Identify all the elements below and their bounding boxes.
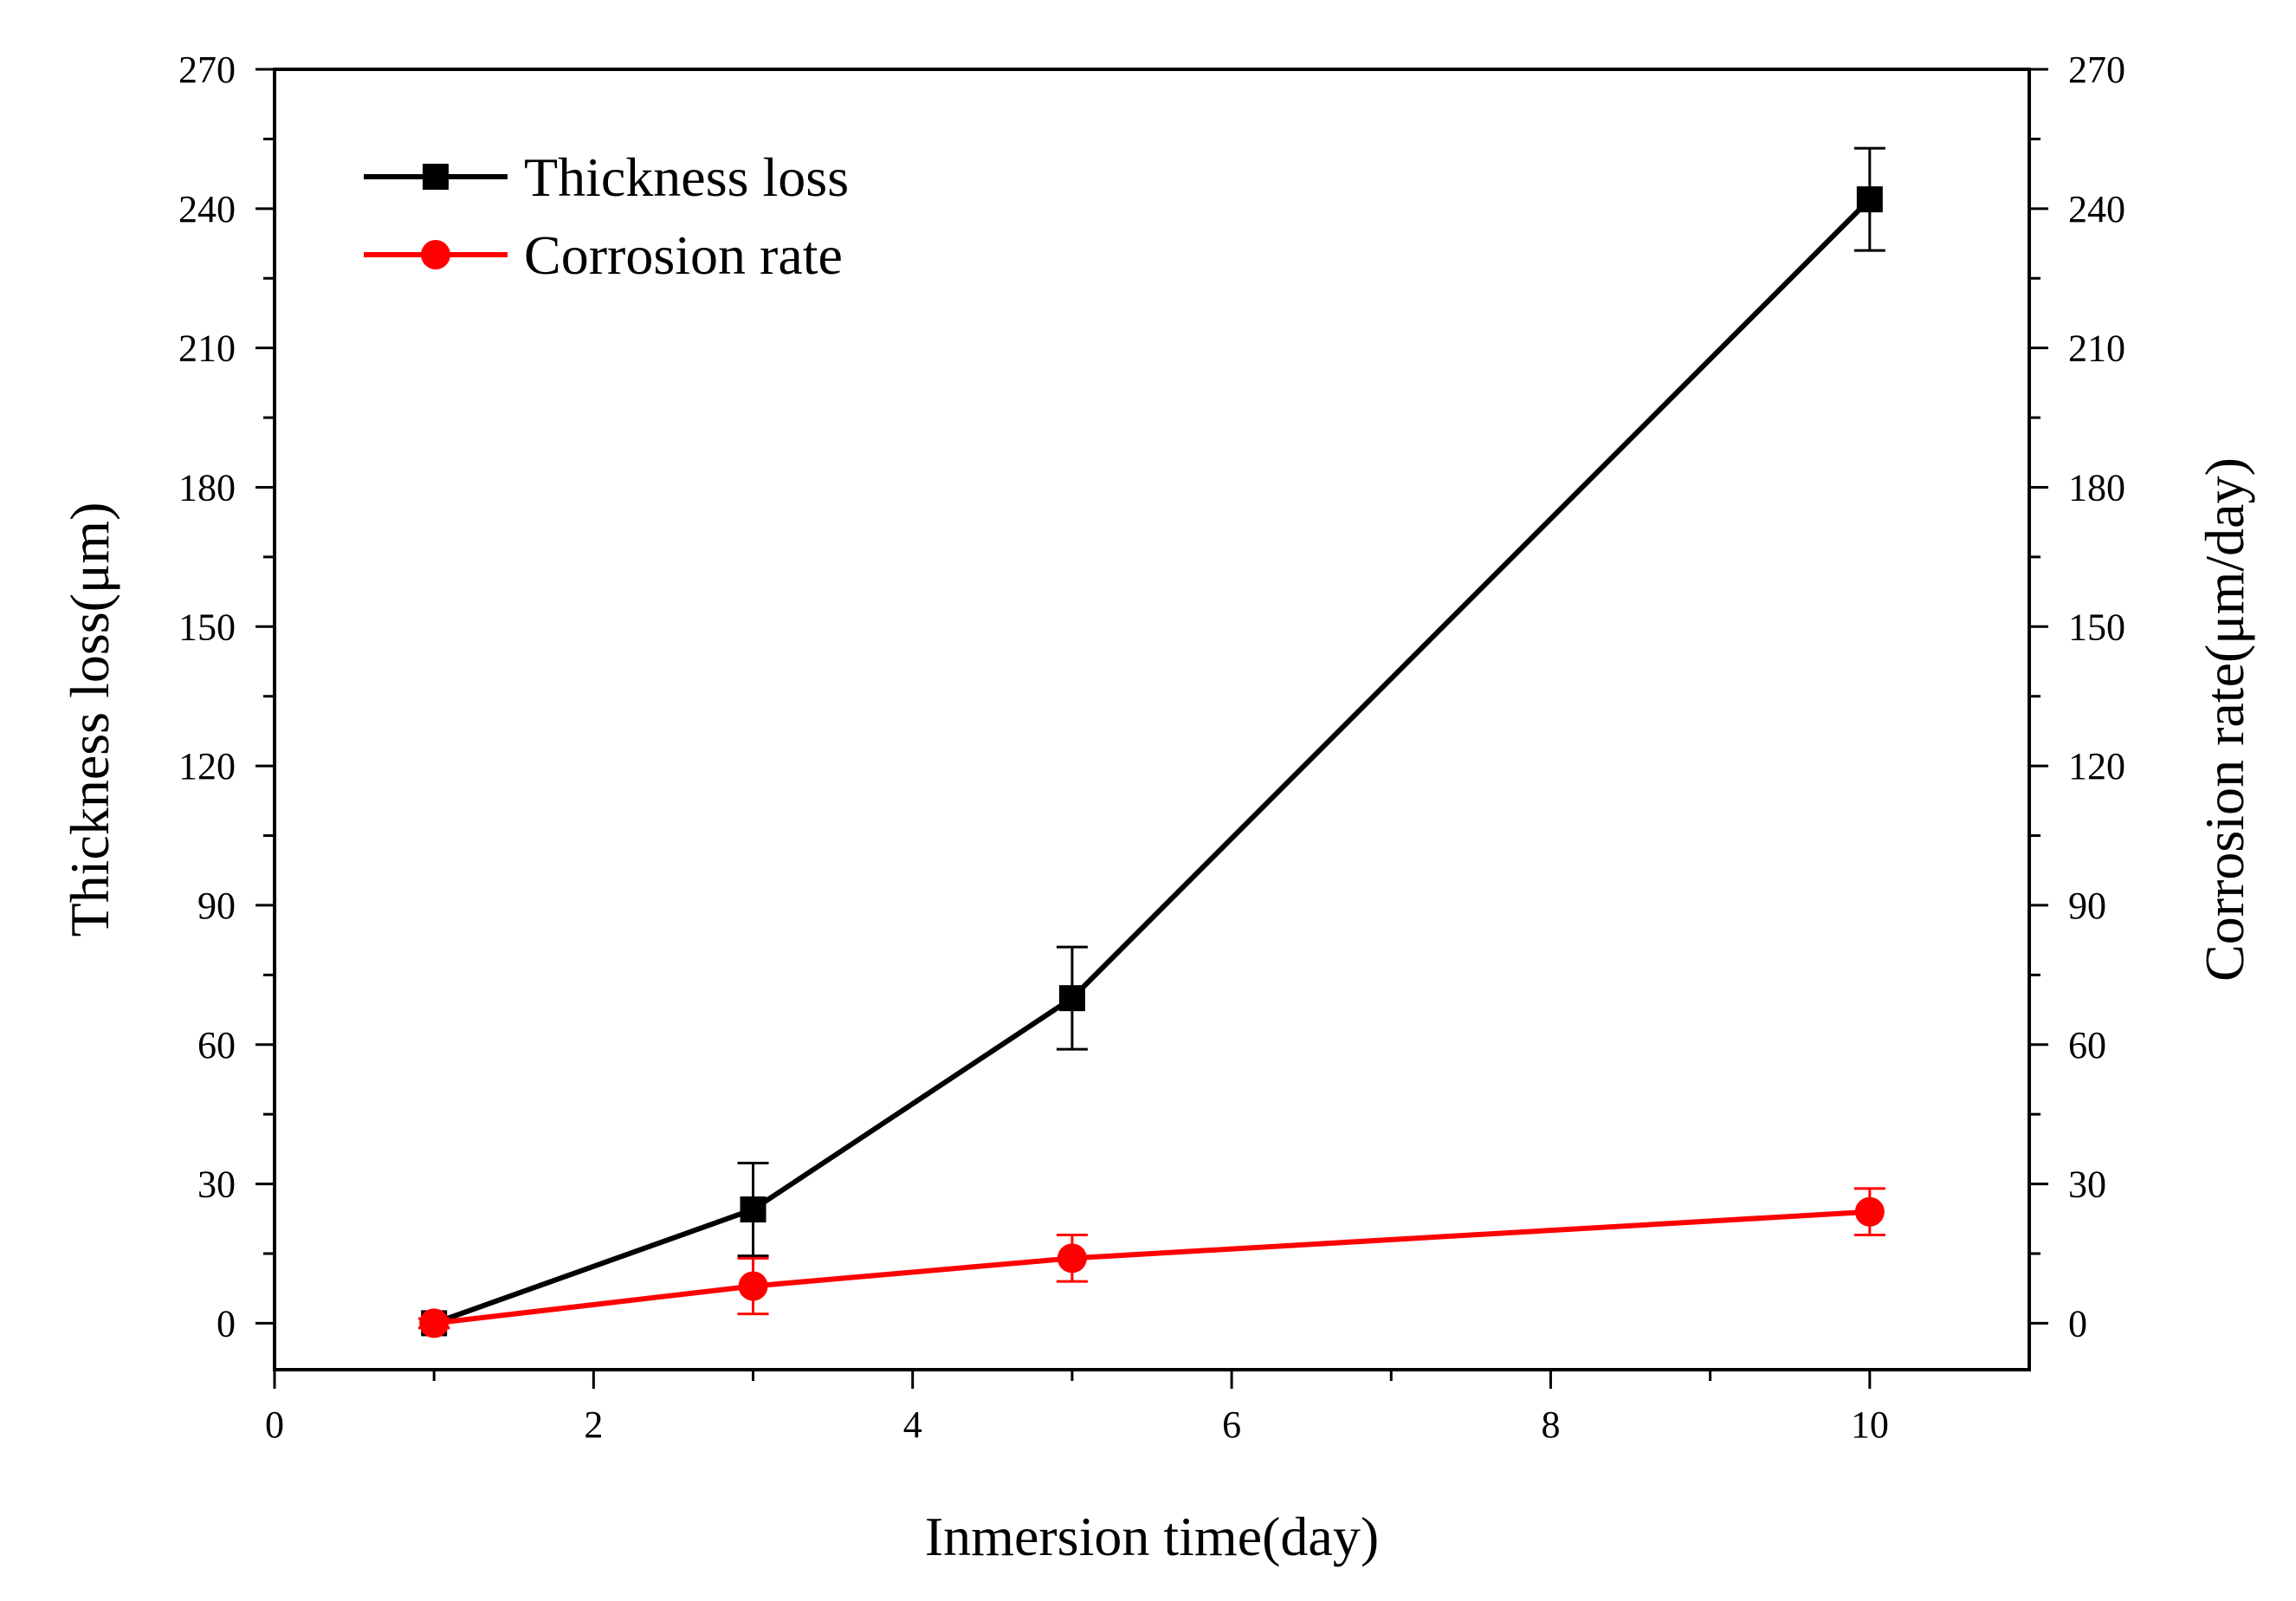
- y-left-tick-label: 90: [197, 885, 236, 927]
- y-left-tick-label: 180: [178, 466, 236, 509]
- y-left-tick-label: 210: [178, 327, 236, 370]
- series-corrosion-rate: [418, 1187, 1885, 1338]
- y-right-tick-label: 90: [2068, 885, 2106, 927]
- data-point-square: [1856, 186, 1883, 213]
- y-right-tick-label: 150: [2068, 606, 2125, 648]
- series-layer: [418, 146, 1885, 1338]
- y-right-tick-label: 240: [2068, 188, 2125, 230]
- y-axis-left-title: Thickness loss(μm): [59, 502, 120, 937]
- x-tick-label: 10: [1851, 1403, 1889, 1446]
- y-right-tick-label: 180: [2068, 466, 2125, 509]
- x-tick-label: 6: [1222, 1403, 1241, 1446]
- plot-frame: [273, 68, 2031, 1371]
- legend: Thickness loss Corrosion rate: [364, 146, 849, 286]
- plot-border: [273, 68, 2031, 1371]
- axis-ticks: 0 2 4 6 8 10 0 0 30 30 60 60 90 90 120 120 150 150 180 180 2…: [178, 49, 2125, 1446]
- y-right-tick-label: 0: [2068, 1302, 2087, 1345]
- x-tick-label: 4: [903, 1403, 922, 1446]
- y-right-tick-label: 30: [2068, 1163, 2106, 1206]
- y-right-tick-label: 60: [2068, 1024, 2106, 1066]
- legend-item: Thickness loss: [364, 146, 849, 208]
- data-point-circle: [1854, 1196, 1885, 1227]
- legend-marker-circle: [421, 240, 450, 269]
- y-left-tick-label: 30: [197, 1163, 236, 1206]
- data-point-square: [1058, 985, 1085, 1012]
- y-left-tick-label: 240: [178, 188, 236, 230]
- series-line: [433, 1209, 1870, 1326]
- series-thickness-loss: [418, 146, 1885, 1337]
- y-right-tick-label: 120: [2068, 745, 2125, 788]
- y-left-tick-label: 150: [178, 606, 236, 648]
- legend-marker-square: [423, 164, 449, 190]
- data-point-circle: [738, 1271, 768, 1301]
- data-point-circle: [419, 1308, 449, 1338]
- legend-label: Corrosion rate: [524, 224, 843, 286]
- y-left-tick-label: 60: [197, 1024, 236, 1066]
- x-tick-label: 0: [265, 1403, 284, 1446]
- legend-item: Corrosion rate: [364, 224, 843, 286]
- x-tick-label: 8: [1541, 1403, 1560, 1446]
- y-axis-right-title: Corrosion rate(μm/day): [2194, 457, 2255, 982]
- y-left-tick-label: 120: [178, 745, 236, 788]
- y-left-tick-label: 270: [178, 49, 236, 91]
- legend-label: Thickness loss: [524, 146, 849, 208]
- data-point-square: [740, 1196, 766, 1223]
- data-point-circle: [1057, 1243, 1087, 1274]
- y-left-tick-label: 0: [217, 1302, 236, 1345]
- x-axis-title: Inmersion time(day): [925, 1506, 1379, 1567]
- series-line: [433, 197, 1872, 1326]
- y-right-tick-label: 210: [2068, 327, 2125, 370]
- x-tick-label: 2: [584, 1403, 603, 1446]
- y-right-tick-label: 270: [2068, 49, 2125, 91]
